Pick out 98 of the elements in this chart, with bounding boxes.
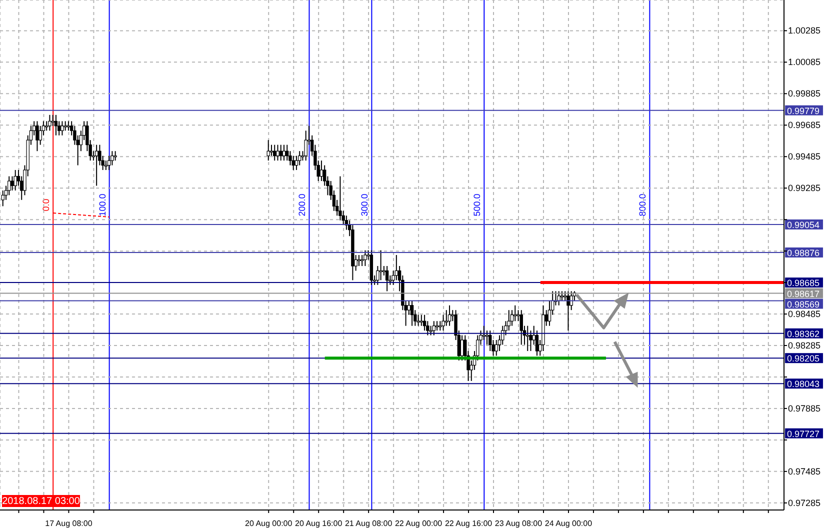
candlestick xyxy=(429,325,432,336)
ref-line-label: 0.97727 xyxy=(787,428,820,439)
candlestick xyxy=(270,144,274,156)
y-tick-label: 1.00085 xyxy=(788,57,821,68)
candlestick xyxy=(64,120,67,132)
x-tick-label: 17 Aug 08:00 xyxy=(45,519,93,528)
ref-line-label: 100.0 xyxy=(97,194,108,216)
candlestick xyxy=(526,325,530,352)
y-tick-label: 1.00285 xyxy=(788,26,821,36)
candlestick xyxy=(286,144,289,162)
candlestick xyxy=(360,254,364,267)
candlestick xyxy=(60,120,64,136)
candlestick xyxy=(563,290,567,302)
candlestick xyxy=(292,155,295,170)
candlestick xyxy=(379,250,382,281)
y-tick-label: 0.98285 xyxy=(788,340,821,351)
candlestick xyxy=(54,114,58,136)
annotation: 2018.08.17 03:00 xyxy=(2,496,80,507)
candlestick xyxy=(282,144,286,162)
candlestick xyxy=(66,120,70,132)
candlestick xyxy=(276,144,280,162)
candlestick xyxy=(460,334,464,361)
candlestick xyxy=(394,254,398,281)
candlestick xyxy=(494,340,498,356)
candlestick xyxy=(535,330,539,356)
candlestick xyxy=(444,310,448,326)
candlestick xyxy=(364,250,367,267)
candlestick xyxy=(485,330,489,346)
x-tick-label: 23 Aug 08:00 xyxy=(494,519,543,528)
candlestick xyxy=(36,120,39,152)
candlestick xyxy=(422,314,426,332)
y-tick-label: 0.97285 xyxy=(788,498,821,508)
candlestick xyxy=(298,150,302,166)
ref-line-label: 0.98362 xyxy=(787,328,820,339)
x-tick-label: 21 Aug 08:00 xyxy=(344,519,393,528)
x-tick-label: 22 Aug 16:00 xyxy=(444,519,493,528)
candlestick xyxy=(416,314,420,326)
candlestick xyxy=(14,170,17,191)
ref-line-label: 0.99779 xyxy=(787,106,820,116)
candlestick xyxy=(432,320,436,336)
candlestick xyxy=(529,330,532,352)
candlestick xyxy=(420,314,424,326)
x-tick-label: 22 Aug 00:00 xyxy=(394,519,443,528)
candlestick xyxy=(385,266,389,292)
candlestick xyxy=(520,310,523,346)
y-tick-label: 0.97485 xyxy=(788,466,821,476)
candlestick xyxy=(110,150,114,166)
ref-line-label: 800.0 xyxy=(638,194,648,216)
candlestick xyxy=(294,155,298,170)
ref-line-label: 500.0 xyxy=(472,194,482,216)
candlestick xyxy=(10,176,14,191)
y-tick-label: 0.99485 xyxy=(788,152,821,162)
candlestick xyxy=(448,304,452,326)
candlestick xyxy=(488,330,492,352)
candlestick xyxy=(320,160,324,182)
candlestick xyxy=(104,160,108,170)
ref-line-label: 0.98043 xyxy=(787,379,820,390)
ref-line-label: 0.99054 xyxy=(787,220,820,230)
candlestick xyxy=(357,254,361,267)
ref-line-label: 0.98685 xyxy=(787,278,820,288)
candlestick xyxy=(94,144,98,186)
candlestick xyxy=(410,300,414,326)
candlestick xyxy=(507,310,510,332)
ref-line-label: 0.98569 xyxy=(787,299,820,310)
ref-line-label: 0.98205 xyxy=(787,354,820,364)
candlestick xyxy=(435,320,439,332)
candlestick xyxy=(514,304,517,322)
y-tick-label: 0.98485 xyxy=(788,309,821,320)
candlestick xyxy=(338,176,342,221)
candlestick xyxy=(557,290,560,306)
candlestick xyxy=(482,325,486,340)
candlestick xyxy=(304,130,308,162)
candlestick xyxy=(48,114,52,132)
x-tick-label: 20 Aug 16:00 xyxy=(295,519,343,528)
candlestick xyxy=(38,125,42,146)
ref-line-label: 0.98617 xyxy=(787,288,820,299)
x-tick-label: 24 Aug 00:00 xyxy=(544,519,593,528)
ref-line-label: 200.0 xyxy=(297,194,308,216)
candlestick xyxy=(510,310,514,326)
candlestick xyxy=(560,290,564,302)
ref-line-label: 300.0 xyxy=(360,194,370,216)
ref-line-label: 0.0 xyxy=(41,198,52,212)
candlestick xyxy=(51,114,54,126)
y-tick-label: 0.99285 xyxy=(788,183,821,194)
candlestick xyxy=(407,300,411,316)
x-tick-label: 20 Aug 00:00 xyxy=(245,519,293,528)
candlestick xyxy=(266,140,270,162)
y-tick-label: 0.99885 xyxy=(788,88,821,99)
y-tick-label: 0.99685 xyxy=(788,120,821,130)
candlestick xyxy=(279,144,282,162)
ref-line-label: 0.98876 xyxy=(787,248,820,258)
candlestick xyxy=(107,155,111,170)
y-tick-label: 0.97885 xyxy=(788,403,821,414)
candlestick xyxy=(8,176,11,196)
candlestick xyxy=(442,314,445,332)
candlestick xyxy=(570,290,573,311)
candlestick xyxy=(114,150,117,162)
candlestick xyxy=(273,144,276,162)
